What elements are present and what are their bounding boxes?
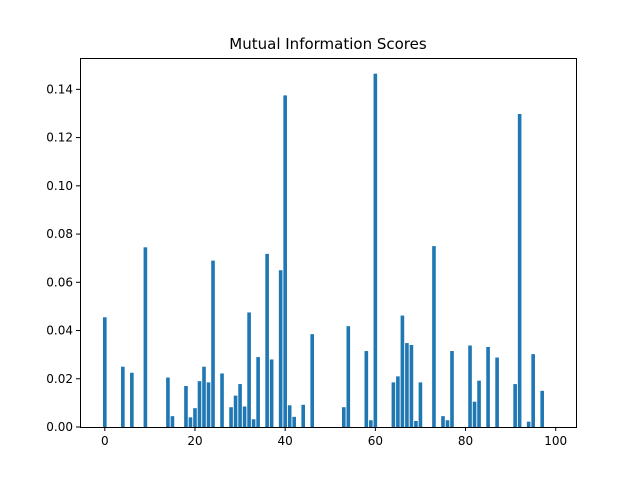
x-tick-label: 0 bbox=[101, 434, 109, 448]
bar bbox=[301, 404, 306, 427]
bar bbox=[184, 386, 188, 427]
bar bbox=[242, 406, 247, 427]
bar bbox=[233, 395, 238, 427]
bar bbox=[143, 247, 148, 427]
plot-frame bbox=[80, 58, 577, 428]
bar bbox=[526, 421, 531, 427]
bar bbox=[513, 384, 517, 427]
bar bbox=[540, 390, 544, 427]
y-tick-label: 0.10 bbox=[46, 179, 73, 193]
bar bbox=[251, 419, 256, 427]
x-axis: 0 20 40 60 80 100 bbox=[101, 427, 567, 448]
bar bbox=[450, 351, 454, 427]
bar bbox=[292, 416, 296, 427]
bar bbox=[278, 270, 283, 427]
bar bbox=[211, 260, 215, 427]
x-tick-label: 100 bbox=[544, 434, 567, 448]
chart-title: Mutual Information Scores bbox=[229, 35, 427, 53]
bar bbox=[486, 346, 490, 427]
bar bbox=[391, 382, 396, 427]
bar bbox=[477, 380, 481, 427]
bar bbox=[414, 420, 418, 427]
bar bbox=[229, 407, 233, 427]
bar bbox=[269, 359, 274, 427]
y-tick-label: 0.06 bbox=[46, 275, 73, 289]
bar bbox=[432, 246, 436, 427]
x-tick-label: 20 bbox=[187, 434, 202, 448]
bar bbox=[121, 366, 125, 427]
bar bbox=[441, 416, 445, 427]
bar bbox=[517, 113, 522, 427]
bar bbox=[202, 366, 206, 427]
bar bbox=[418, 382, 423, 427]
bar bbox=[283, 95, 287, 427]
bar bbox=[373, 73, 378, 428]
y-tick-label: 0.14 bbox=[46, 82, 73, 96]
bar bbox=[197, 381, 202, 427]
bar bbox=[364, 351, 369, 427]
bar bbox=[445, 420, 450, 427]
x-tick-label: 60 bbox=[368, 434, 383, 448]
y-tick-label: 0.12 bbox=[46, 131, 73, 145]
bar bbox=[166, 377, 170, 427]
bar bbox=[346, 326, 351, 427]
y-tick-label: 0.08 bbox=[46, 227, 73, 241]
y-tick-label: 0.00 bbox=[46, 420, 73, 434]
bar bbox=[287, 405, 292, 427]
bar bbox=[369, 420, 373, 427]
bar bbox=[130, 372, 134, 427]
y-tick-label: 0.02 bbox=[46, 372, 73, 386]
x-tick-label: 80 bbox=[458, 434, 473, 448]
bar bbox=[265, 253, 269, 427]
bar bbox=[341, 407, 346, 427]
y-tick-label: 0.04 bbox=[46, 324, 73, 338]
bar bbox=[247, 312, 251, 427]
bar bbox=[468, 345, 472, 427]
bar bbox=[396, 376, 400, 427]
x-tick-label: 40 bbox=[278, 434, 293, 448]
bar bbox=[103, 317, 107, 427]
bar bbox=[400, 315, 405, 427]
bar bbox=[206, 382, 211, 427]
bar bbox=[310, 334, 315, 427]
bar bbox=[495, 357, 499, 427]
bar bbox=[170, 416, 175, 427]
bar bbox=[531, 354, 535, 427]
bar bbox=[256, 357, 260, 427]
bar bbox=[472, 401, 477, 427]
bar bbox=[188, 417, 193, 427]
bars-group bbox=[103, 73, 544, 428]
bar bbox=[220, 373, 224, 427]
bar bbox=[238, 384, 242, 427]
bar bbox=[409, 345, 414, 427]
y-axis: 0.00 0.02 0.04 0.06 0.08 0.10 0.12 0.14 bbox=[46, 82, 80, 434]
bar bbox=[405, 343, 409, 427]
bar bbox=[193, 408, 197, 427]
